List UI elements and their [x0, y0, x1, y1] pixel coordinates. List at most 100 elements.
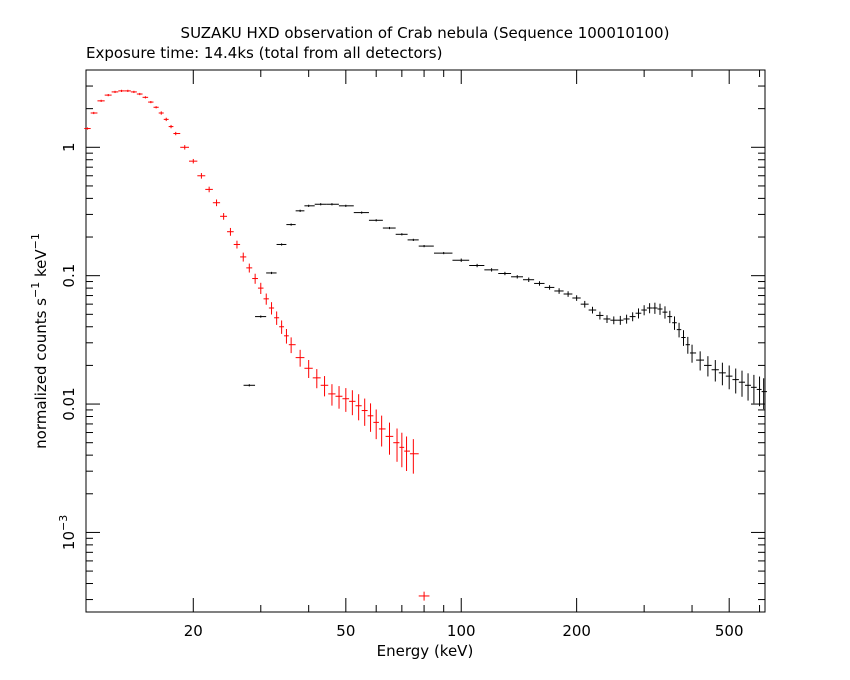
data-point	[342, 388, 350, 412]
y-tick-label-base: 10	[60, 531, 78, 550]
data-point	[326, 203, 339, 206]
x-axis-label: Energy (keV)	[377, 642, 474, 660]
y-axis-label: normalized counts s−1 keV−1	[29, 233, 50, 449]
data-point	[295, 349, 305, 367]
data-point	[711, 360, 719, 382]
data-point	[725, 365, 733, 390]
data-point	[718, 362, 726, 386]
data-point	[588, 306, 597, 314]
data-point	[750, 374, 757, 404]
y-tick-label: 10−3	[57, 515, 78, 550]
data-point	[662, 306, 668, 319]
data-point	[681, 330, 686, 346]
axis-ticks	[86, 69, 765, 612]
data-point	[189, 158, 198, 164]
data-point	[304, 204, 315, 207]
data-point	[142, 96, 149, 99]
data-point	[153, 106, 159, 109]
data-point	[385, 422, 394, 455]
data-point	[738, 370, 746, 397]
data-point	[252, 273, 258, 284]
data-point	[544, 285, 555, 290]
data-point	[756, 376, 762, 407]
data-point	[534, 281, 545, 286]
data-point	[689, 344, 697, 363]
data-point	[173, 131, 181, 136]
data-point	[148, 100, 154, 104]
data-point	[378, 415, 386, 447]
data-point	[629, 312, 636, 322]
data-point	[130, 90, 137, 94]
data-point	[484, 268, 499, 272]
data-point	[667, 310, 673, 324]
data-point	[433, 251, 453, 255]
plot-frame	[85, 69, 766, 613]
data-point	[197, 173, 206, 179]
data-point	[407, 238, 419, 242]
data-point	[279, 320, 285, 334]
data-point	[452, 258, 470, 262]
data-point	[672, 316, 677, 330]
data-point	[118, 89, 125, 93]
data-point	[603, 315, 611, 324]
data-point	[404, 436, 410, 471]
data-point	[288, 337, 296, 354]
data-point	[314, 203, 327, 206]
data-point	[572, 295, 581, 301]
data-point	[617, 315, 624, 325]
data-point	[399, 432, 405, 468]
data-point	[395, 233, 408, 236]
data-point	[243, 384, 256, 387]
y-tick-label-exp: −3	[57, 515, 70, 531]
data-point	[163, 117, 169, 122]
x-tick-label: 20	[184, 622, 203, 640]
data-point	[227, 227, 234, 236]
data-point	[373, 409, 379, 440]
data-series	[84, 89, 767, 601]
data-point	[233, 240, 241, 249]
data-point	[393, 428, 400, 462]
chart-subtitle: Exposure time: 14.4ks (total from all de…	[86, 44, 442, 62]
data-point	[641, 305, 647, 316]
data-point	[745, 373, 751, 401]
data-point	[268, 302, 275, 315]
data-point	[676, 322, 682, 338]
data-point	[205, 186, 213, 193]
data-point	[328, 384, 336, 406]
data-point	[240, 252, 247, 262]
data-point	[355, 394, 362, 421]
data-point	[554, 288, 564, 294]
data-point	[349, 390, 356, 416]
y-axis-label-mid: keV	[32, 249, 50, 282]
x-tick-label: 100	[447, 622, 476, 640]
x-tick-label: 50	[336, 622, 355, 640]
data-point	[276, 243, 287, 246]
data-point	[657, 303, 663, 315]
data-point	[563, 291, 573, 297]
data-point	[84, 127, 91, 130]
data-point	[652, 302, 658, 314]
y-tick-label: 0.1	[60, 264, 78, 288]
series-1	[243, 203, 767, 410]
data-point	[382, 226, 396, 230]
y-tick-label: 0.01	[60, 387, 78, 420]
data-point	[111, 90, 119, 94]
data-point	[368, 219, 383, 222]
data-point	[610, 316, 618, 325]
data-point	[212, 199, 221, 207]
data-point	[180, 145, 190, 150]
data-point	[522, 277, 535, 282]
data-point	[761, 378, 767, 410]
y-axis-label-main: normalized counts s	[32, 298, 50, 449]
data-point	[338, 204, 354, 207]
data-point	[304, 359, 313, 378]
y-axis-label-sup1: −1	[29, 282, 42, 298]
data-point	[498, 271, 512, 276]
data-point	[596, 311, 604, 320]
y-tick-label: 1	[60, 143, 78, 153]
data-point	[367, 403, 374, 432]
data-point	[97, 99, 105, 102]
data-point	[312, 369, 321, 389]
data-point	[320, 376, 329, 397]
data-point	[274, 311, 280, 325]
